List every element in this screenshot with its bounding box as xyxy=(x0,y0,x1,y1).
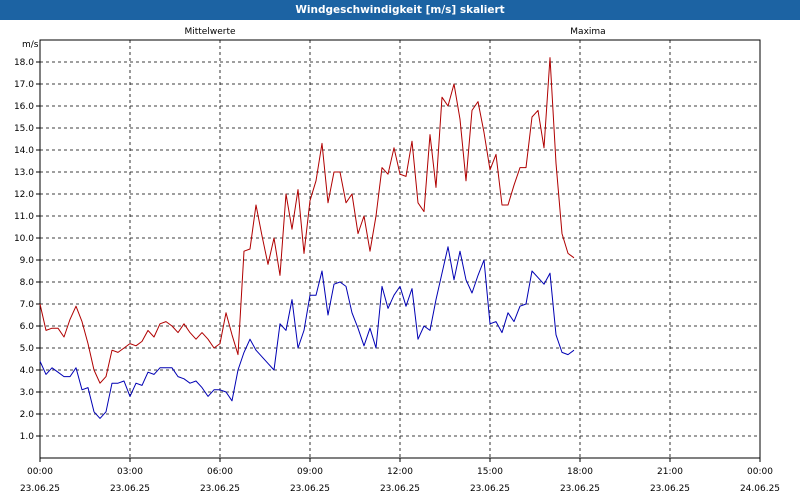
x-tick-date-label: 23.06.25 xyxy=(20,484,60,494)
x-tick-time-label: 06:00 xyxy=(207,467,233,477)
legend-maxima: Maxima xyxy=(570,27,605,37)
x-tick-date-label: 23.06.25 xyxy=(470,484,510,494)
y-tick-label: 14.0 xyxy=(14,146,34,156)
y-tick-label: 1.0 xyxy=(20,432,35,442)
series-line-maxima xyxy=(39,57,575,384)
y-tick-label: 9.0 xyxy=(20,256,35,266)
wind-speed-chart: 1.0 2.0 3.0 4.0 5.0 6.0 7.0 8.0 9.0 10.0 11.0 12.0 1… xyxy=(14,27,780,494)
x-tick-time-label: 03:00 xyxy=(117,467,143,477)
y-tick-label: 11.0 xyxy=(14,212,34,222)
x-tick-time-label: 00:00 xyxy=(27,467,53,477)
y-axis-ticks: 1.0 2.0 3.0 4.0 5.0 6.0 7.0 8.0 9.0 10.0 11.0 12.0 1… xyxy=(14,58,40,442)
legend-mittelwerte: Mittelwerte xyxy=(184,27,235,37)
y-tick-label: 5.0 xyxy=(20,344,35,354)
y-tick-label: 12.0 xyxy=(14,190,34,200)
y-tick-label: 6.0 xyxy=(20,322,35,332)
x-tick-time-label: 00:00 xyxy=(747,467,773,477)
x-tick-time-label: 12:00 xyxy=(387,467,413,477)
grid-lines xyxy=(40,40,760,458)
data-series xyxy=(39,57,575,419)
y-tick-label: 4.0 xyxy=(20,366,35,376)
y-tick-label: 15.0 xyxy=(14,124,34,134)
y-tick-label: 7.0 xyxy=(20,300,35,310)
y-tick-label: 3.0 xyxy=(20,388,35,398)
x-axis-ticks: 00:00 23.06.25 03:00 23.06.25 06:00 23.06.25 0… xyxy=(20,458,780,494)
x-tick-date-label: 23.06.25 xyxy=(560,484,600,494)
x-tick-date-label: 23.06.25 xyxy=(290,484,330,494)
chart-window-title: Windgeschwindigkeit [m/s] skaliert xyxy=(0,0,800,20)
x-tick-time-label: 21:00 xyxy=(657,467,683,477)
y-tick-label: 2.0 xyxy=(20,410,35,420)
x-tick-time-label: 18:00 xyxy=(567,467,593,477)
series-line-mittelwerte xyxy=(39,246,575,419)
y-tick-label: 13.0 xyxy=(14,168,34,178)
x-tick-time-label: 15:00 xyxy=(477,467,503,477)
y-tick-label: 8.0 xyxy=(20,278,35,288)
x-tick-date-label: 24.06.25 xyxy=(740,484,780,494)
y-tick-label: 16.0 xyxy=(14,102,34,112)
x-tick-date-label: 23.06.25 xyxy=(380,484,420,494)
x-tick-date-label: 23.06.25 xyxy=(110,484,150,494)
x-tick-date-label: 23.06.25 xyxy=(200,484,240,494)
y-axis-unit-label: m/s xyxy=(22,40,39,50)
y-tick-label: 17.0 xyxy=(14,80,34,90)
y-tick-label: 10.0 xyxy=(14,234,34,244)
y-tick-label: 18.0 xyxy=(14,58,34,68)
x-tick-time-label: 09:00 xyxy=(297,467,323,477)
x-tick-date-label: 23.06.25 xyxy=(650,484,690,494)
